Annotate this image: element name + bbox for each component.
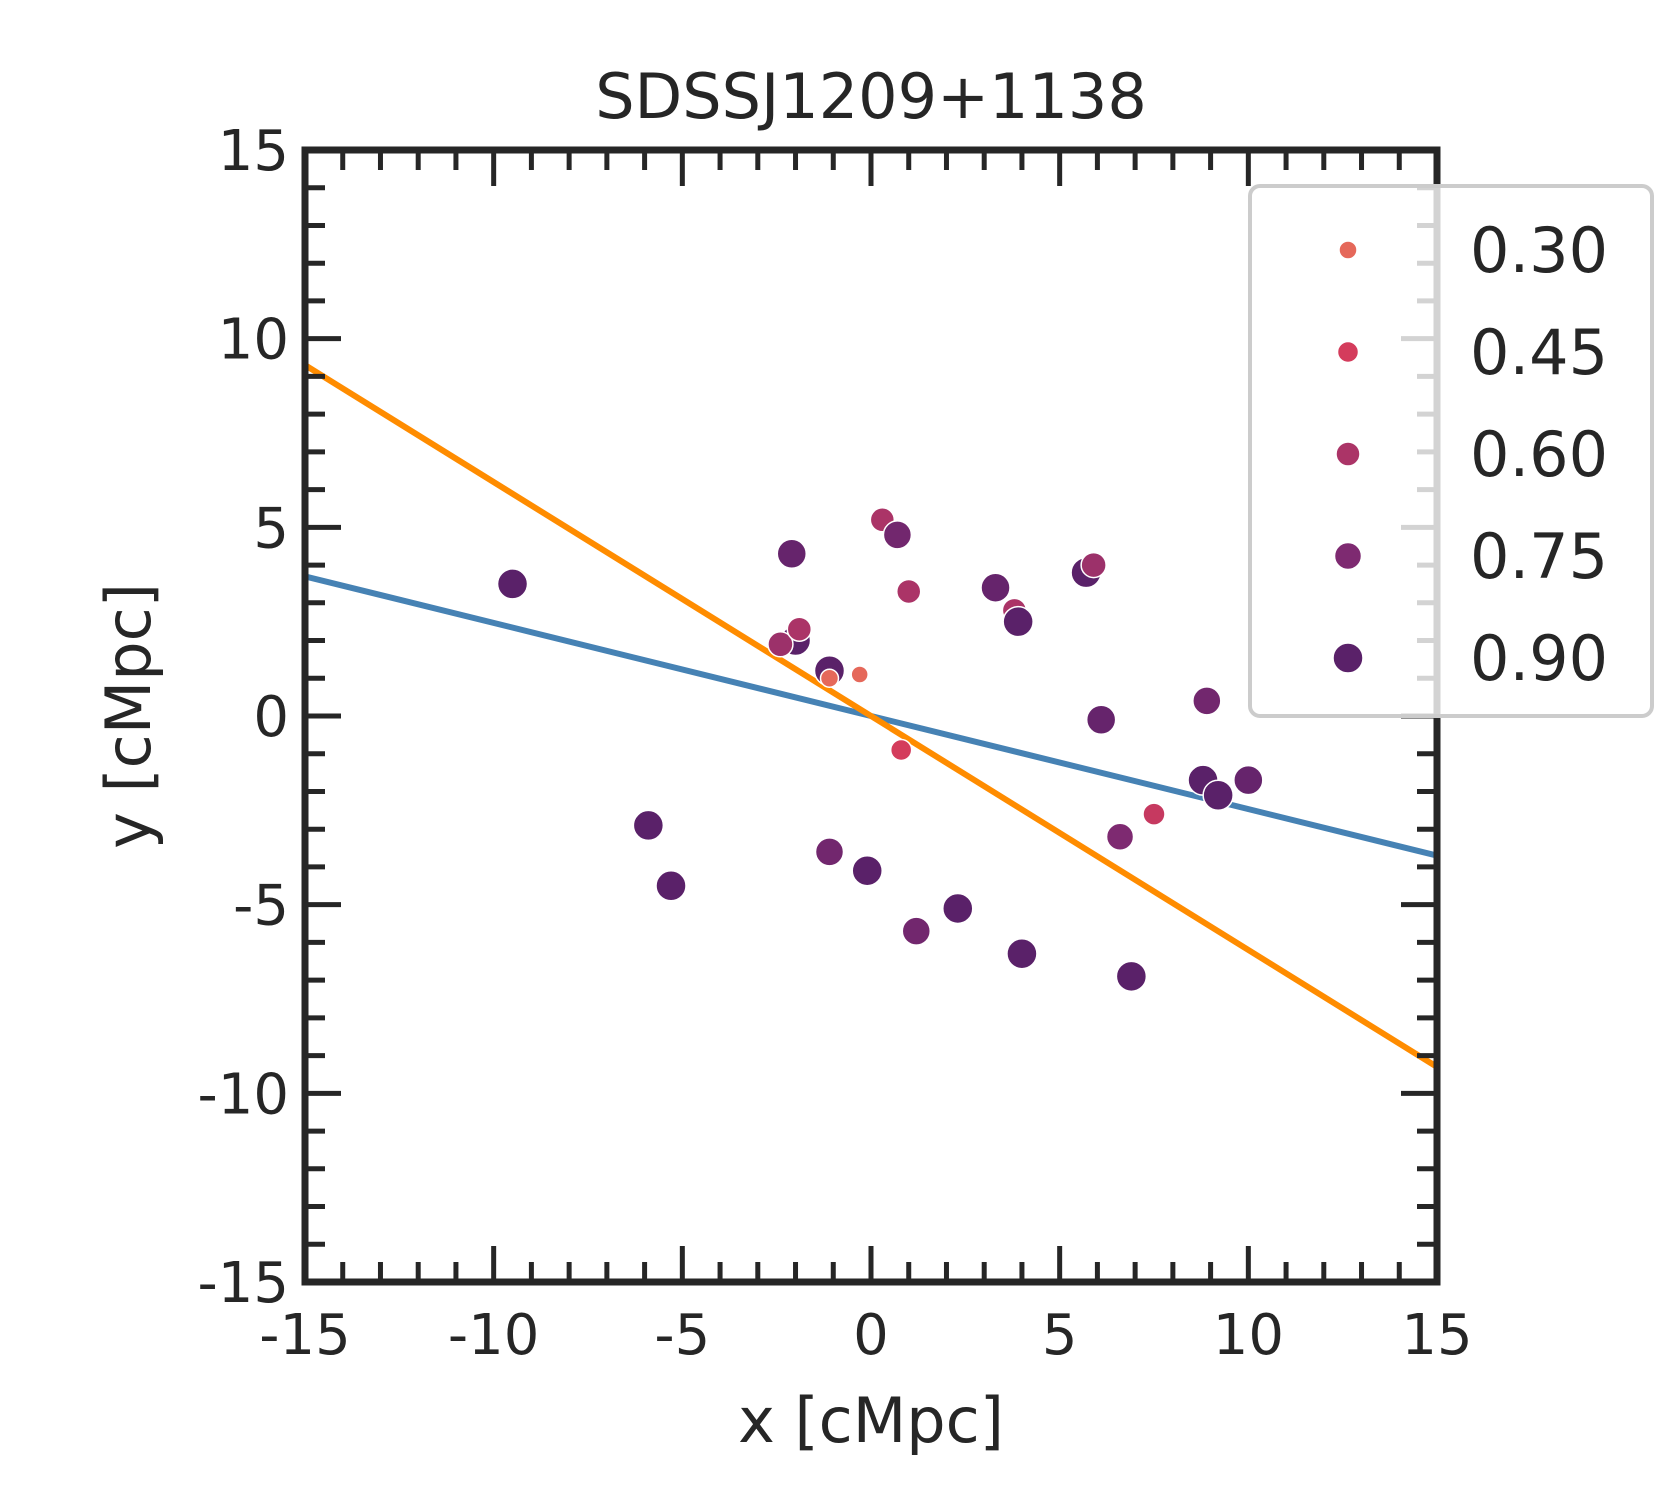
x-tick-label: -5: [654, 1303, 710, 1368]
scatter-points: [496, 507, 1264, 993]
legend: 0.30 0.45 0.60 0.75 0.90: [1248, 184, 1654, 718]
y-tick-label: 15: [218, 119, 289, 184]
y-tick-label: -15: [198, 1251, 289, 1316]
legend-marker: [1333, 541, 1363, 571]
data-point: [814, 837, 845, 867]
legend-marker: [1335, 441, 1361, 467]
data-point: [1002, 605, 1034, 638]
legend-label: 0.90: [1470, 622, 1608, 695]
data-point: [819, 668, 840, 689]
data-point: [1006, 937, 1038, 970]
data-point: [901, 916, 932, 946]
x-axis-label: x [cMpc]: [738, 1384, 1004, 1457]
data-point: [942, 892, 974, 925]
data-point: [655, 870, 687, 902]
legend-label: 0.60: [1470, 418, 1608, 491]
x-tick-label: 10: [1213, 1303, 1284, 1368]
data-point: [1105, 822, 1135, 851]
x-tick-label: -15: [259, 1303, 350, 1368]
y-tick-label: -10: [198, 1062, 289, 1127]
data-point: [895, 578, 922, 605]
x-tick-label: 15: [1401, 1303, 1472, 1368]
legend-marker: [1336, 340, 1360, 364]
data-point: [1085, 704, 1117, 736]
legend-label: 0.45: [1470, 316, 1608, 389]
legend-label: 0.30: [1470, 214, 1608, 287]
data-point: [851, 854, 883, 887]
orange-fit-line: [305, 362, 1437, 1070]
data-point: [1202, 779, 1234, 811]
data-point: [1142, 802, 1166, 826]
y-tick-label: -5: [233, 874, 289, 939]
data-point: [1080, 551, 1107, 579]
y-tick-label: 10: [218, 308, 289, 373]
data-point: [632, 809, 665, 842]
data-point: [786, 616, 813, 642]
y-tick-label: 0: [253, 685, 289, 750]
legend-label: 0.75: [1470, 520, 1608, 593]
tick-labels: -15 -10 -5 0 5 10 15 -15 -10 -5 0 5 10 15: [198, 119, 1473, 1368]
y-axis-label: y [cMpc]: [92, 583, 165, 849]
data-point: [850, 665, 869, 684]
fit-lines: [305, 362, 1437, 1070]
data-point: [1192, 686, 1222, 716]
y-tick-label: 5: [253, 496, 289, 561]
data-point: [767, 631, 794, 658]
legend-box: [1248, 184, 1654, 718]
data-point: [1115, 960, 1148, 993]
data-point: [776, 538, 808, 569]
data-point: [1233, 764, 1264, 796]
legend-marker: [1332, 642, 1364, 674]
x-tick-label: 5: [1042, 1303, 1078, 1368]
x-tick-label: -10: [448, 1303, 539, 1368]
data-point: [889, 738, 913, 762]
data-point: [496, 568, 529, 600]
x-tick-label: 0: [853, 1303, 889, 1368]
legend-marker: [1338, 240, 1358, 260]
data-point: [882, 520, 913, 550]
chart-title: SDSSJ1209+1138: [595, 60, 1147, 133]
data-point: [980, 572, 1011, 603]
